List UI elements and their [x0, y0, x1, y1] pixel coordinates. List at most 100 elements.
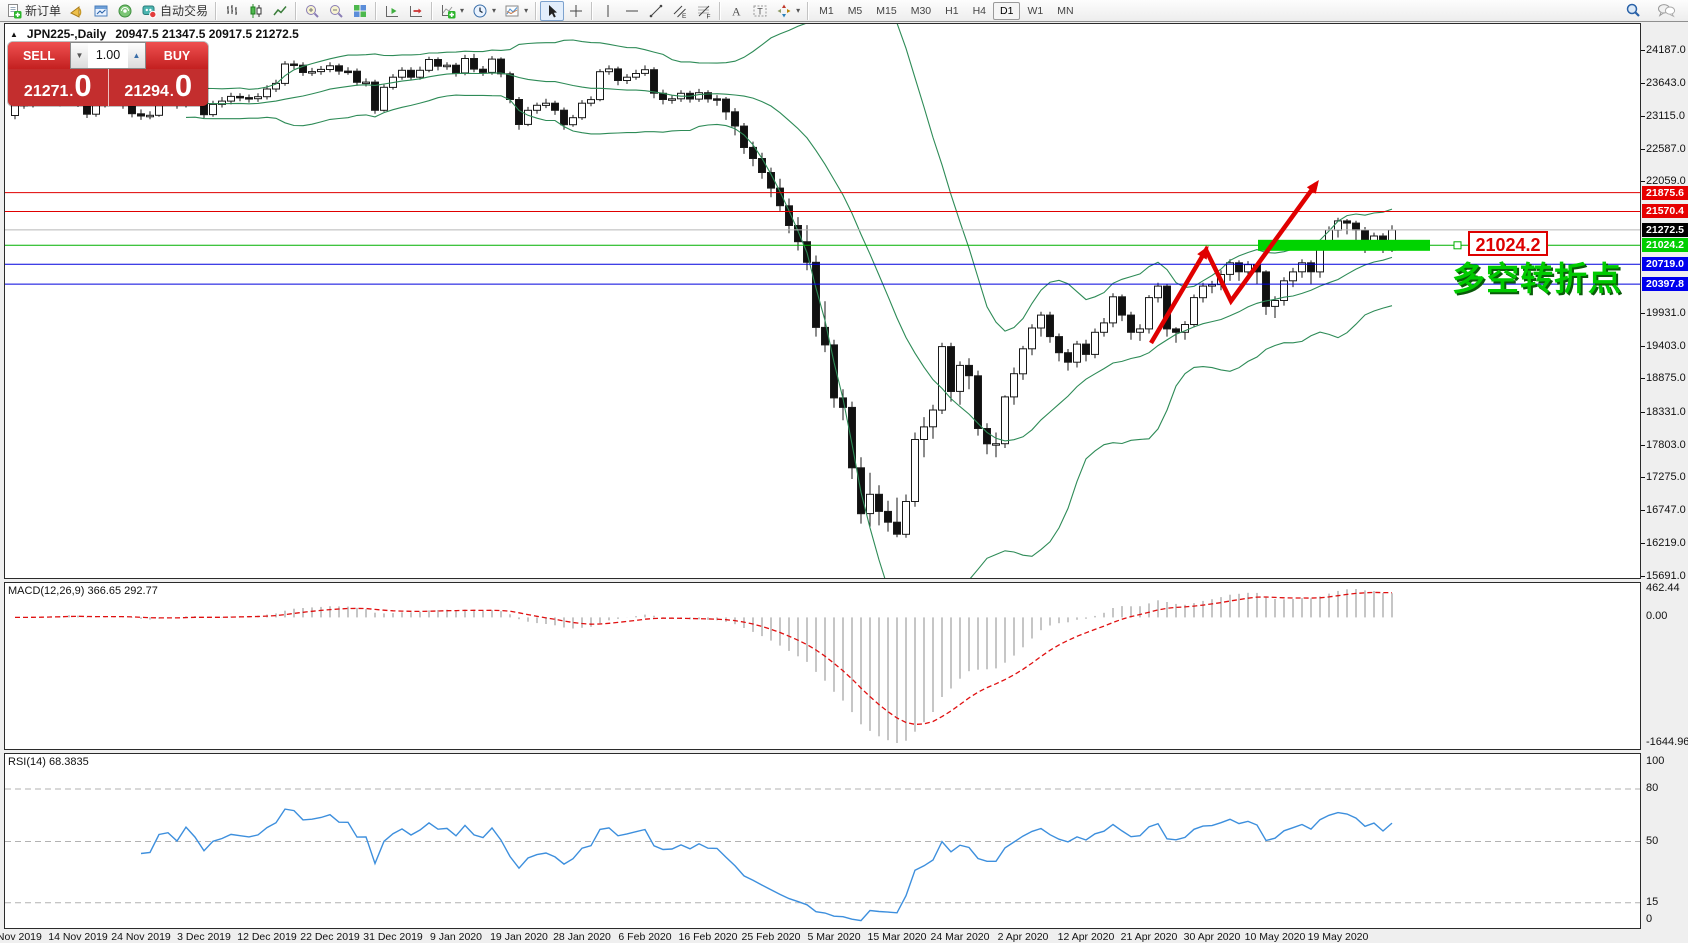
- macd-indicator-pane[interactable]: [4, 582, 1641, 750]
- line-chart-icon: [272, 3, 288, 19]
- zoom-out-button[interactable]: [324, 1, 348, 21]
- indicators-icon: [440, 3, 456, 19]
- tile-windows-button[interactable]: [348, 1, 372, 21]
- toolbar-right-icons: [1621, 1, 1680, 21]
- price-axis-label: 19931.0: [1646, 307, 1686, 319]
- autotrading-button-label: 自动交易: [160, 4, 209, 18]
- price-axis-label: 19403.0: [1646, 340, 1686, 352]
- auto-scroll-button[interactable]: [380, 1, 404, 21]
- fibonacci-button[interactable]: F: [692, 1, 716, 21]
- search-button[interactable]: [1621, 1, 1645, 21]
- indicators-button[interactable]: ▾: [436, 1, 468, 21]
- bar-chart-button[interactable]: [220, 1, 244, 21]
- text-group: A T ▾: [724, 1, 804, 21]
- sell-button[interactable]: SELL: [8, 42, 70, 69]
- timeframe-h4-button[interactable]: H4: [966, 2, 993, 20]
- shapes-button[interactable]: ▾: [772, 1, 804, 21]
- candlestick-button[interactable]: [244, 1, 268, 21]
- search-icon: [1625, 2, 1641, 21]
- macd-axis-label: -1644.96: [1646, 736, 1688, 748]
- market-button[interactable]: [65, 1, 89, 21]
- svg-text:A: A: [732, 4, 741, 18]
- volume-up-button[interactable]: ▲: [128, 43, 145, 68]
- price-axis-tick: [1641, 378, 1645, 379]
- date-axis-label: 31 Dec 2019: [363, 931, 423, 943]
- timeframe-m1-button[interactable]: M1: [812, 2, 841, 20]
- rsi-canvas[interactable]: [5, 754, 1640, 928]
- crosshair-button[interactable]: [564, 1, 588, 21]
- resistance-line-1-badge: 21875.6: [1642, 186, 1688, 200]
- volume-down-button[interactable]: ▼: [71, 43, 88, 68]
- main-chart-canvas[interactable]: [5, 24, 1640, 578]
- templates-button[interactable]: ▾: [500, 1, 532, 21]
- rsi-indicator-pane[interactable]: [4, 753, 1641, 929]
- text-icon: A: [728, 3, 744, 19]
- symbol-period-label: JPN225-,Daily: [26, 27, 107, 41]
- text-button[interactable]: A: [724, 1, 748, 21]
- volume-stepper: ▼ 1.00 ▲: [70, 42, 146, 69]
- text-label-button[interactable]: T: [748, 1, 772, 21]
- hline-icon: [624, 3, 640, 19]
- autotrading-button[interactable]: 自动交易: [137, 1, 212, 21]
- timeframe-w1-button[interactable]: W1: [1020, 2, 1050, 20]
- timeframe-mn-button[interactable]: MN: [1050, 2, 1080, 20]
- chart-window-button[interactable]: [89, 1, 113, 21]
- turning-point-annotation[interactable]: 多空转折点: [1452, 260, 1622, 297]
- timeframe-m30-button[interactable]: M30: [904, 2, 938, 20]
- chevron-down-icon: ▾: [492, 6, 497, 15]
- fibo-icon: F: [696, 3, 712, 19]
- bar-chart-icon: [224, 3, 240, 19]
- price-chart-pane[interactable]: [4, 23, 1641, 579]
- one-click-trading-panel: SELL ▼ 1.00 ▲ BUY 21271. 0 21294. 0: [8, 42, 208, 106]
- chevron-down-icon: ▾: [524, 6, 529, 15]
- chat-button[interactable]: [1653, 1, 1680, 21]
- channel-button[interactable]: E: [668, 1, 692, 21]
- signals-button[interactable]: [113, 1, 137, 21]
- chart-shift-button[interactable]: [404, 1, 428, 21]
- price-axis-tick: [1641, 116, 1645, 117]
- trendline-button[interactable]: [644, 1, 668, 21]
- buy-button[interactable]: BUY: [146, 42, 208, 69]
- macd-canvas[interactable]: [5, 583, 1640, 749]
- toolbar-separator: [591, 1, 594, 20]
- price-axis-label: 18875.0: [1646, 372, 1686, 384]
- orders-group: 新订单 自动交易: [2, 1, 212, 21]
- toolbar-separator: [535, 1, 538, 20]
- timeframe-d1-button[interactable]: D1: [993, 1, 1021, 20]
- macd-indicator-label: MACD(12,26,9) 366.65 292.77: [8, 585, 158, 597]
- volume-value[interactable]: 1.00: [95, 48, 121, 62]
- date-axis-label: 24 Nov 2019: [111, 931, 171, 943]
- timeframe-m5-button[interactable]: M5: [841, 2, 870, 20]
- megaphone-icon: [69, 3, 85, 19]
- buy-price[interactable]: 21294. 0: [124, 68, 193, 103]
- timeframe-h1-button[interactable]: H1: [938, 2, 965, 20]
- rsi-indicator-label: RSI(14) 68.3835: [8, 756, 89, 768]
- price-axis-label: 15691.0: [1646, 570, 1686, 582]
- horizontal-line-button[interactable]: [620, 1, 644, 21]
- collapse-chart-icon[interactable]: ▲: [10, 29, 18, 39]
- cursor-button[interactable]: [540, 0, 565, 21]
- timeframe-m15-button[interactable]: M15: [869, 2, 903, 20]
- template-icon: [504, 3, 520, 19]
- price-axis-tick: [1641, 510, 1645, 511]
- line-chart-button[interactable]: [268, 1, 292, 21]
- sell-price[interactable]: 21271. 0: [23, 68, 92, 103]
- vertical-line-button[interactable]: [596, 1, 620, 21]
- date-axis-label: 12 Apr 2020: [1057, 931, 1115, 943]
- cursor-icon: [544, 3, 560, 19]
- support-line-blue-2-badge: 20397.8: [1642, 277, 1688, 291]
- date-axis-label: 16 Feb 2020: [678, 931, 738, 943]
- support-price-text-label[interactable]: 21024.2: [1468, 231, 1548, 256]
- toolbar-separator: [295, 1, 298, 20]
- periods-button[interactable]: ▾: [468, 1, 500, 21]
- current-price-line-badge: 21272.5: [1642, 223, 1688, 237]
- trendline-icon: [648, 3, 664, 19]
- new-order-button[interactable]: 新订单: [2, 1, 65, 21]
- zoom-in-button[interactable]: [300, 1, 324, 21]
- price-axis-tick: [1641, 83, 1645, 84]
- rsi-axis-label: 0: [1646, 913, 1653, 925]
- chart-shift-icon: [408, 3, 424, 19]
- price-axis-label: 24187.0: [1646, 44, 1686, 56]
- price-axis-label: 17275.0: [1646, 471, 1686, 483]
